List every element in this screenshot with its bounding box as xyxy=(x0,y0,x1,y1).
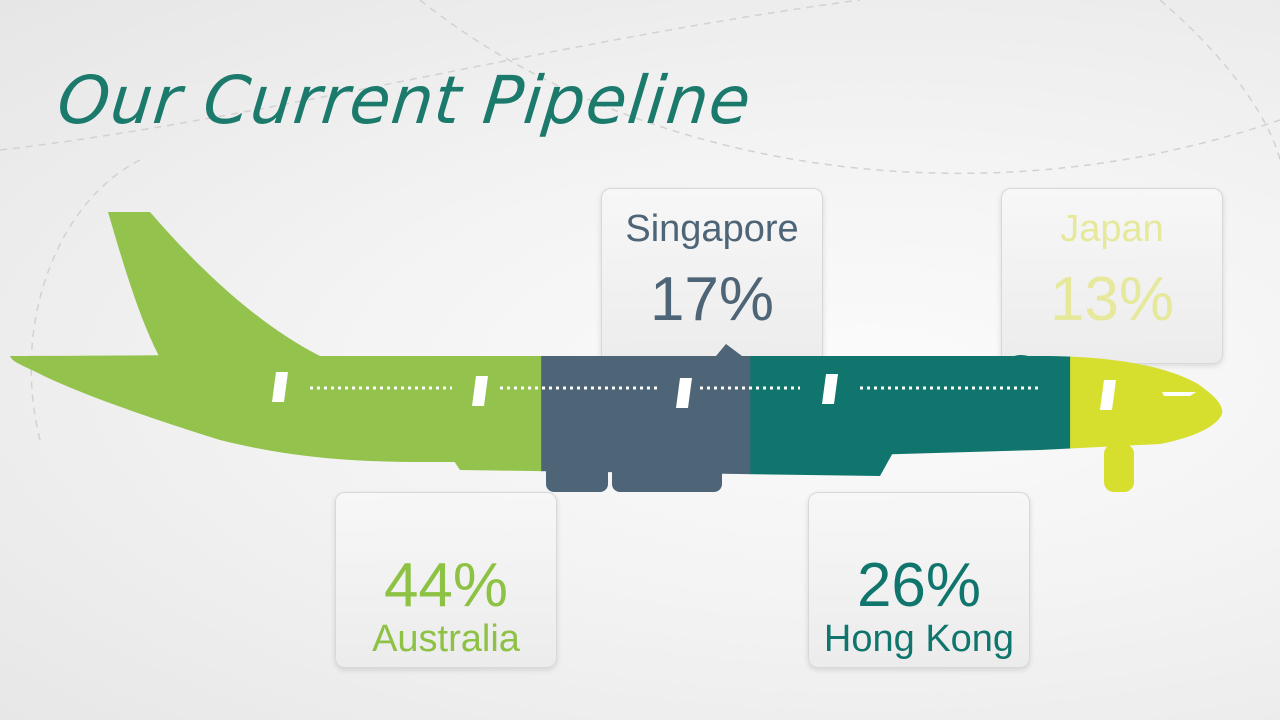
category-label-singapore: Singapore xyxy=(625,208,799,250)
value-label-hong-kong: 26% xyxy=(856,551,982,620)
door-icon-5 xyxy=(1100,380,1116,410)
value-label-japan: 13% xyxy=(1049,265,1175,334)
card-singapore: Singapore 17% xyxy=(601,188,823,364)
segment-hong-kong xyxy=(750,212,1072,492)
segment-singapore xyxy=(541,212,752,492)
value-label-australia: 44% xyxy=(383,551,509,620)
card-hong-kong: 26% Hong Kong xyxy=(808,492,1030,668)
segment-australia xyxy=(10,212,543,492)
door-icon-2 xyxy=(472,376,488,406)
door-icon-3 xyxy=(676,378,692,408)
door-icon-4 xyxy=(822,374,838,404)
category-label-australia: Australia xyxy=(372,618,520,660)
door-icon-1 xyxy=(272,372,288,402)
category-label-hong-kong: Hong Kong xyxy=(823,618,1015,660)
value-label-singapore: 17% xyxy=(649,265,775,334)
card-australia: 44% Australia xyxy=(335,492,557,668)
card-japan: Japan 13% xyxy=(1001,188,1223,364)
category-label-japan: Japan xyxy=(1060,208,1164,250)
segment-japan xyxy=(1070,212,1223,492)
cockpit-window-icon xyxy=(1162,392,1196,396)
